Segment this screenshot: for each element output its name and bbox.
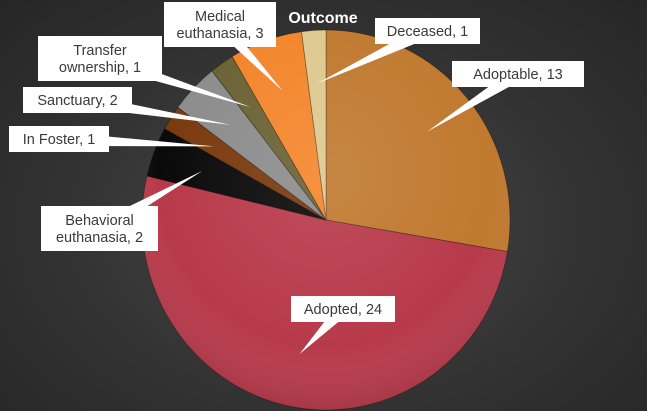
data-label-text: euthanasia, 3: [176, 26, 263, 42]
data-label-text: Behavioral: [65, 213, 134, 229]
callout-box: [9, 126, 109, 152]
data-label-text: Deceased, 1: [387, 24, 468, 40]
callout-box: [41, 206, 158, 251]
chart-title: Outcome: [288, 10, 357, 27]
callout-box: [452, 61, 584, 87]
data-label-text: Medical: [195, 9, 245, 25]
callout-box: [375, 18, 480, 44]
data-label-text: ownership, 1: [59, 60, 141, 76]
data-label-adopted: Adopted, 24: [291, 296, 395, 355]
data-label-text: Adopted, 24: [304, 302, 382, 318]
callout-box: [38, 36, 162, 81]
data-label-in-foster: In Foster, 1: [9, 126, 215, 152]
data-label-text: euthanasia, 2: [56, 230, 143, 246]
callout-box: [291, 296, 395, 322]
callout-box: [23, 87, 132, 113]
data-label-text: In Foster, 1: [23, 132, 96, 148]
data-label-adoptable: Adoptable, 13: [427, 61, 584, 132]
data-label-text: Adoptable, 13: [473, 67, 563, 83]
data-label-text: Transfer: [73, 43, 127, 59]
data-label-sanctuary: Sanctuary, 2: [23, 87, 231, 125]
callout-box: [164, 2, 276, 47]
data-label-text: Sanctuary, 2: [37, 93, 117, 109]
data-label-deceased: Deceased, 1: [317, 18, 480, 84]
